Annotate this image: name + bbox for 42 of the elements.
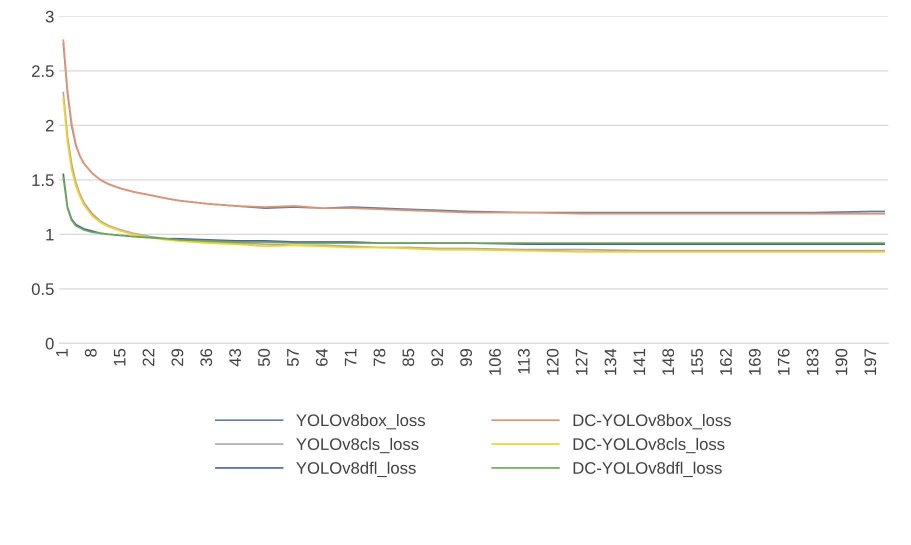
y-tick-label: 2 — [46, 120, 54, 132]
y-tick-label: 0 — [46, 338, 54, 350]
x-tick-label: 120 — [546, 348, 559, 375]
y-tick-label: 0.5 — [32, 283, 54, 296]
x-tick-label: 22 — [142, 349, 154, 366]
y-tick-label: 1 — [46, 228, 54, 240]
y-tick-label: 3 — [46, 10, 54, 23]
x-tick-label: 78 — [374, 348, 386, 366]
x-tick-label: 176 — [778, 348, 790, 375]
x-tick-label: 141 — [634, 349, 646, 375]
x-tick-label: 183 — [806, 348, 818, 375]
x-tick-label: 113 — [518, 348, 530, 374]
y-tick-label: 2.5 — [32, 65, 54, 78]
x-tick-label: 134 — [604, 348, 616, 375]
legend-label: DC-YOLOv8box_loss — [574, 414, 731, 430]
x-tick-label: 85 — [402, 348, 414, 366]
x-tick-label: 64 — [316, 348, 328, 366]
legend-label: DC-YOLOv8dfl_loss — [574, 462, 722, 478]
legend-label: DC-YOLOv8cls_loss — [574, 438, 724, 454]
x-tick-label: 8 — [84, 348, 97, 357]
x-tick-label: 43 — [229, 348, 242, 366]
x-tick-label: 190 — [836, 348, 848, 375]
x-tick-label: 57 — [287, 349, 299, 366]
x-tick-label: 92 — [431, 349, 444, 366]
legend-label: YOLOv8cls_loss — [296, 438, 418, 454]
x-tick-label: 162 — [720, 349, 732, 375]
x-tick-label: 148 — [662, 348, 674, 375]
x-tick-label: 1 — [56, 349, 68, 356]
x-tick-label: 106 — [489, 348, 501, 375]
x-tick-label: 29 — [171, 349, 184, 366]
x-tick-label: 197 — [864, 349, 876, 375]
x-tick-label: 15 — [114, 348, 126, 366]
y-tick-label: 1.5 — [32, 174, 54, 186]
x-tick-label: 169 — [748, 349, 761, 375]
legend-label: YOLOv8dfl_loss — [296, 462, 416, 478]
x-tick-label: 71 — [344, 349, 356, 366]
legend-label: YOLOv8box_loss — [296, 414, 425, 430]
x-tick-label: 127 — [576, 349, 588, 375]
x-tick-label: 99 — [460, 349, 472, 366]
x-tick-label: 155 — [691, 348, 703, 375]
x-tick-label: 50 — [258, 348, 270, 366]
x-tick-label: 36 — [200, 348, 212, 366]
